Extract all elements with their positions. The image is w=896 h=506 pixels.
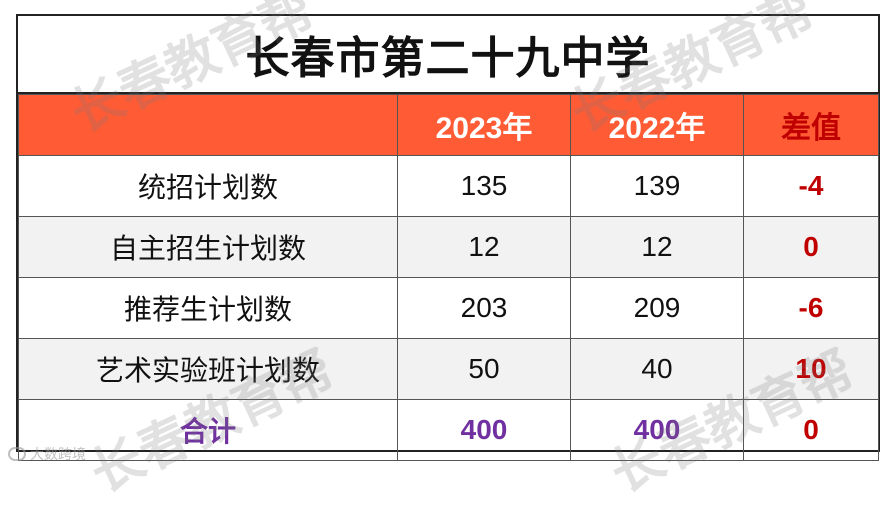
cell-2022: 209 (570, 277, 744, 339)
total-label: 合计 (18, 399, 398, 461)
header-row: 2023年 2022年 差值 (18, 94, 879, 156)
total-row: 合计 400 400 0 (18, 399, 879, 461)
cell-diff: -4 (743, 155, 879, 217)
brand-text: 大数跨境 (30, 446, 86, 462)
header-2023: 2023年 (397, 94, 571, 156)
row-label: 统招计划数 (18, 155, 398, 217)
cell-diff: 0 (743, 216, 879, 278)
total-2022: 400 (570, 399, 744, 461)
page-title: 长春市第二十九中学 (18, 16, 878, 94)
cell-2023: 12 (397, 216, 571, 278)
cell-2023: 203 (397, 277, 571, 339)
brand-logo-icon (8, 447, 26, 461)
header-diff: 差值 (743, 94, 879, 156)
table-row: 自主招生计划数 12 12 0 (18, 216, 879, 278)
cell-2022: 40 (570, 338, 744, 400)
data-table: 2023年 2022年 差值 统招计划数 135 139 -4 自主招生计划数 … (18, 94, 879, 461)
table-row: 推荐生计划数 203 209 -6 (18, 277, 879, 339)
cell-2023: 135 (397, 155, 571, 217)
cell-2023: 50 (397, 338, 571, 400)
total-diff: 0 (743, 399, 879, 461)
cell-2022: 12 (570, 216, 744, 278)
header-2022: 2022年 (570, 94, 744, 156)
header-label-cell (18, 94, 398, 156)
table-row: 统招计划数 135 139 -4 (18, 155, 879, 217)
table-frame: 长春市第二十九中学 2023年 2022年 差值 统招计划数 135 139 -… (16, 14, 880, 461)
row-label: 自主招生计划数 (18, 216, 398, 278)
table-row: 艺术实验班计划数 50 40 10 (18, 338, 879, 400)
total-2023: 400 (397, 399, 571, 461)
row-label: 艺术实验班计划数 (18, 338, 398, 400)
cell-diff: 10 (743, 338, 879, 400)
row-label: 推荐生计划数 (18, 277, 398, 339)
cell-diff: -6 (743, 277, 879, 339)
brand-mark: 大数跨境 (8, 444, 86, 464)
cell-2022: 139 (570, 155, 744, 217)
